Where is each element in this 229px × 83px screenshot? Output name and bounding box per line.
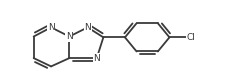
Text: N: N — [84, 23, 91, 32]
Text: N: N — [93, 54, 100, 63]
Text: N: N — [66, 32, 72, 41]
Text: N: N — [47, 23, 54, 32]
Text: Cl: Cl — [186, 33, 195, 42]
